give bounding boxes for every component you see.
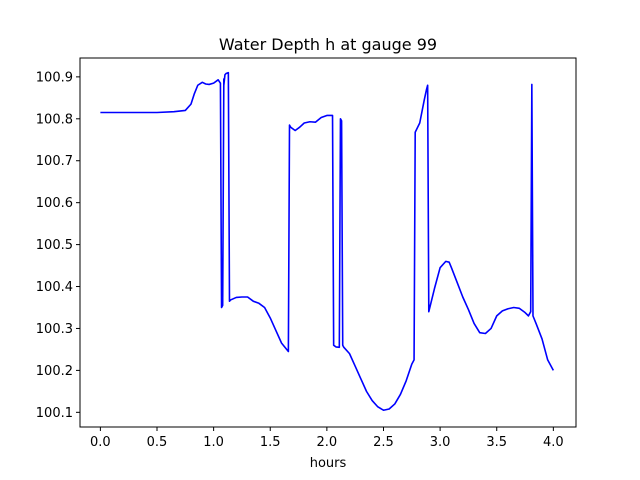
series-line-0 [100, 71, 555, 412]
chart-title: Water Depth h at gauge 99 [219, 35, 437, 54]
x-tick-label: 1.5 [260, 435, 281, 450]
x-tick-label: 2.0 [317, 435, 338, 450]
x-tick-label: 0.5 [147, 435, 168, 450]
y-tick-label: 100.4 [36, 280, 73, 295]
x-tick-label: 0.0 [90, 435, 111, 450]
x-tick-label: 1.0 [203, 435, 224, 450]
y-tick-label: 100.3 [36, 322, 73, 337]
y-tick-label: 100.5 [36, 238, 73, 253]
y-axis: 100.1 100.2 100.3 100.4 100.5 100.6 100.7 100.8… [36, 70, 80, 421]
x-axis: 0.0 0.5 1.0 1.5 2.0 2.5 3.0 3.5 4.0 [90, 427, 564, 450]
y-tick-label: 100.8 [36, 112, 73, 127]
y-tick-label: 100.7 [36, 154, 73, 169]
y-tick-label: 100.9 [36, 70, 73, 85]
y-tick-label: 100.6 [36, 196, 73, 211]
axes-frame [79, 57, 577, 428]
x-tick-label: 3.5 [486, 435, 507, 450]
y-tick-label: 100.2 [36, 364, 73, 379]
x-tick-label: 3.0 [430, 435, 451, 450]
x-tick-label: 4.0 [543, 435, 564, 450]
x-tick-label: 2.5 [373, 435, 394, 450]
plot-area [100, 71, 555, 412]
y-tick-label: 100.1 [36, 406, 73, 421]
x-axis-label: hours [310, 456, 347, 471]
